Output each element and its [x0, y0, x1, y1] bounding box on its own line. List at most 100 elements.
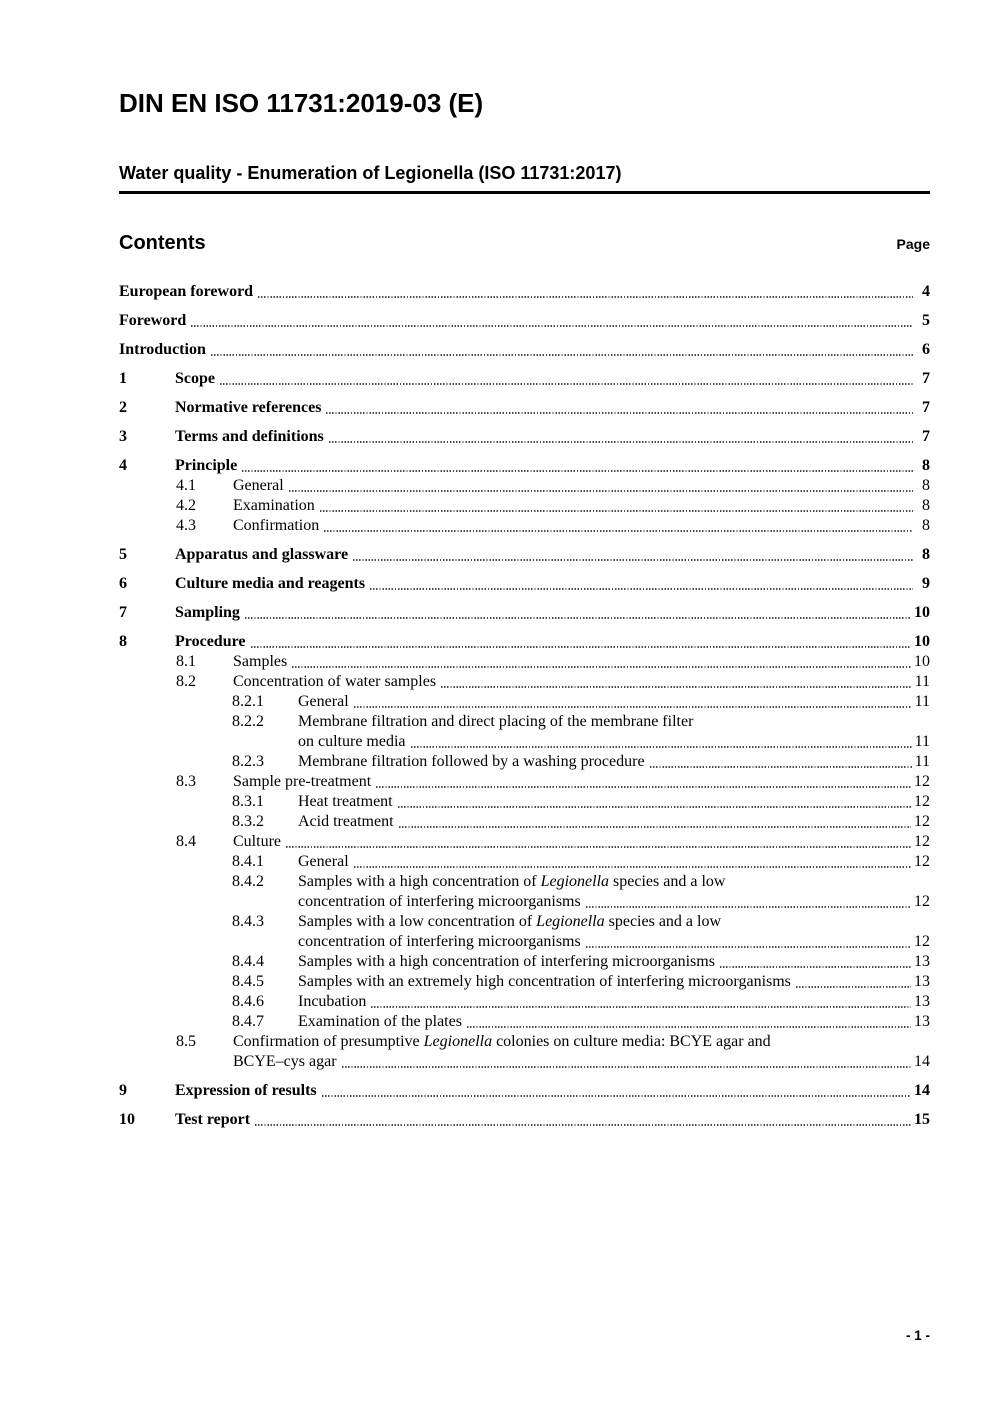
toc-entry-page: 14	[914, 1081, 930, 1099]
toc-entry-number: 10	[119, 1110, 135, 1128]
toc-entry-title: Confirmation	[233, 516, 320, 534]
toc-entry-page: 7	[922, 427, 930, 445]
toc-entry: 7 Sampling 10	[119, 603, 930, 623]
dot-leader	[353, 705, 912, 708]
toc-entry: 1 Scope 7	[119, 369, 930, 389]
toc-entry-title: Samples with a high concentration of int…	[298, 952, 715, 970]
toc-entry-title: Confirmation of presumptive Legionella c…	[233, 1032, 771, 1050]
dot-leader	[397, 805, 911, 808]
toc-entry: 5 Apparatus and glassware 8	[119, 545, 930, 565]
toc-entry-page: 11	[914, 692, 930, 710]
toc-entry-page: 13	[914, 992, 930, 1010]
toc-entry-page: 8	[922, 516, 930, 534]
toc-entry-title: Expression of results	[175, 1081, 317, 1099]
toc-entry-page: 13	[914, 972, 930, 990]
toc-entry-title: Culture	[233, 832, 281, 850]
toc-entry-number: 8.2.2	[232, 712, 264, 730]
toc-entry-page: 12	[914, 812, 930, 830]
toc-entry-page: 8	[922, 476, 930, 494]
toc-entry-number: 8.4	[176, 832, 196, 850]
toc-entry-title: Heat treatment	[298, 792, 393, 810]
toc-entry-page: 10	[914, 632, 930, 650]
toc-entry: 8.2.2 Membrane filtration and direct plac…	[232, 712, 930, 752]
dot-leader	[242, 469, 913, 472]
toc-entry-number: 8.4.6	[232, 992, 264, 1010]
dot-leader	[341, 1065, 911, 1068]
toc-entry-number: 8.4.1	[232, 852, 264, 870]
toc-entry-page: 8	[922, 496, 930, 514]
toc-entry: 8.4.3 Samples with a low concentration of…	[232, 912, 930, 952]
toc-entry-page: 7	[922, 369, 930, 387]
toc-entry-page: 12	[914, 792, 930, 810]
toc-entry-page: 11	[914, 672, 930, 690]
toc-entry-number: 3	[119, 427, 127, 445]
toc-entry: 10 Test report 15	[119, 1110, 930, 1130]
document-subtitle: Water quality - Enumeration of Legionell…	[119, 163, 622, 184]
toc-entry-number: 8.4.5	[232, 972, 264, 990]
toc-entry-page: 14	[914, 1052, 930, 1070]
toc-entry-number: 8.3.1	[232, 792, 264, 810]
toc-entry-title: Sampling	[175, 603, 240, 621]
dot-leader	[324, 529, 913, 532]
toc-entry-page: 12	[914, 852, 930, 870]
toc-entry-page: 8	[922, 545, 930, 563]
toc-entry-page: 13	[914, 952, 930, 970]
toc-entry-title: Procedure	[175, 632, 246, 650]
contents-header: Contents Page	[119, 232, 930, 255]
toc-entry: 8.4.6 Incubation 13	[232, 992, 930, 1012]
dot-leader	[220, 382, 913, 385]
toc-entry-page: 11	[914, 752, 930, 770]
dot-leader	[191, 324, 913, 327]
toc-entry: 6 Culture media and reagents 9	[119, 574, 930, 594]
dot-leader	[795, 985, 911, 988]
toc-entry: 8.4.2 Samples with a high concentration o…	[232, 872, 930, 912]
toc-entry-page: 6	[922, 340, 930, 358]
toc-entry-page: 8	[922, 456, 930, 474]
toc-entry-title: Examination	[233, 496, 315, 514]
toc-entry-page: 4	[922, 282, 930, 300]
toc-entry-number: 4.2	[176, 496, 196, 514]
toc-entry-number: 8.4.7	[232, 1012, 264, 1030]
toc-entry-number: 8.3.2	[232, 812, 264, 830]
toc-entry-number: 8	[119, 632, 127, 650]
toc-entry-title: Samples with a high concentration of Leg…	[298, 872, 726, 890]
toc-entry-title: Samples with a low concentration of Legi…	[298, 912, 722, 930]
toc-entry-title: Samples	[233, 652, 288, 670]
toc-entry-title: Acid treatment	[298, 812, 394, 830]
toc-entry-title: Principle	[175, 456, 238, 474]
contents-heading: Contents	[119, 231, 206, 254]
toc-entry-title-continued: concentration of interfering microorgani…	[298, 892, 581, 910]
toc-entry: 8.3.2 Acid treatment 12	[232, 812, 930, 832]
table-of-contents: European foreword 4 Foreword 5 Introduction 6…	[119, 282, 930, 1130]
dot-leader	[585, 905, 911, 908]
dot-leader	[585, 945, 911, 948]
toc-entry-title: General	[233, 476, 284, 494]
toc-entry: 8.4 Culture 12	[176, 832, 930, 852]
toc-entry: 8.2.1 General 11	[232, 692, 930, 712]
toc-entry-page: 9	[922, 574, 930, 592]
dot-leader	[244, 616, 911, 619]
toc-entry-title: Culture media and reagents	[175, 574, 366, 592]
toc-entry-number: 8.4.2	[232, 872, 264, 890]
dot-leader	[719, 965, 911, 968]
toc-entry-number: 1	[119, 369, 127, 387]
dot-leader	[649, 765, 912, 768]
toc-entry: 9 Expression of results 14	[119, 1081, 930, 1101]
toc-entry-title: Normative references	[175, 398, 322, 416]
toc-entry-page: 12	[914, 772, 930, 790]
toc-entry: 8.4.4 Samples with a high concentration o…	[232, 952, 930, 972]
toc-entry: Introduction 6	[119, 340, 930, 360]
toc-entry: 4.1 General 8	[176, 476, 930, 496]
dot-leader	[292, 665, 911, 668]
toc-entry-number: 5	[119, 545, 127, 563]
toc-entry-number: 8.3	[176, 772, 196, 790]
toc-entry: 8.3.1 Heat treatment 12	[232, 792, 930, 812]
toc-entry: 4.2 Examination 8	[176, 496, 930, 516]
toc-entry-title: Scope	[175, 369, 215, 387]
toc-entry-title: Samples with an extremely high concentra…	[298, 972, 791, 990]
toc-entry-number: 8.5	[176, 1032, 196, 1050]
toc-entry-number: 8.2	[176, 672, 196, 690]
toc-entry-number: 8.2.1	[232, 692, 264, 710]
dot-leader	[288, 489, 913, 492]
